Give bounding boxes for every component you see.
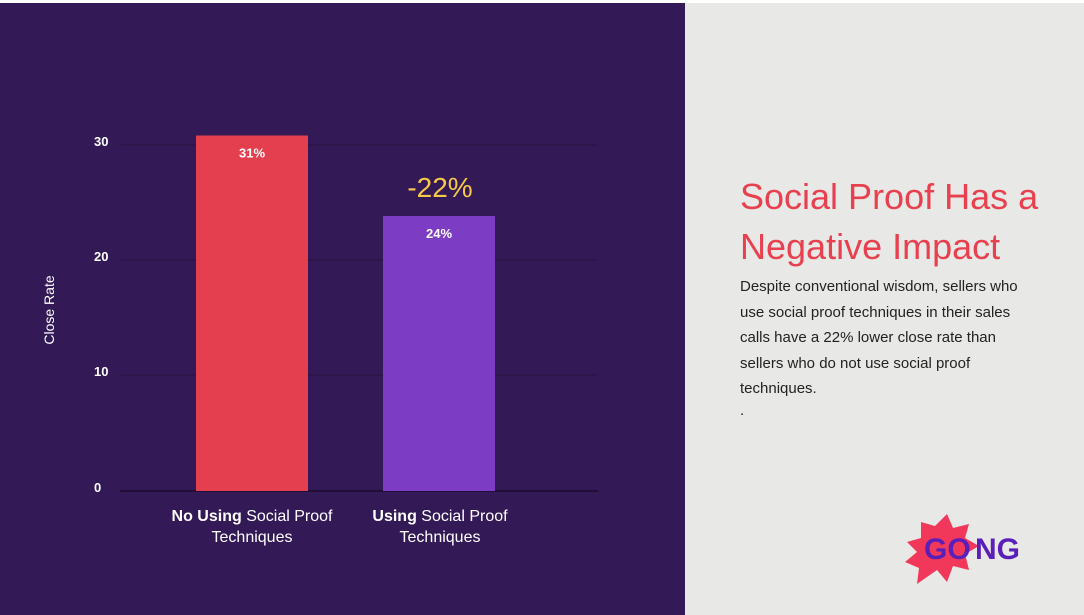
y-ticks: 0 10 20 30 (94, 134, 108, 495)
text-panel (685, 3, 1084, 615)
category-bold: Using (372, 508, 417, 525)
category-bold: No Using (171, 508, 242, 525)
y-tick-label: 10 (94, 364, 108, 379)
logo-text-ng: NG (975, 533, 1020, 566)
category-line2: Techniques (211, 529, 293, 546)
category-rest: Social Proof (416, 508, 508, 525)
logo-text-go: GO (924, 533, 971, 566)
chart-panel (0, 3, 685, 615)
top-strip (0, 0, 1084, 3)
slide-body: Despite conventional wisdom, sellers who… (740, 278, 1018, 397)
category-rest: Social Proof (241, 508, 333, 525)
bar-labels: 31% 24% (239, 146, 452, 242)
grid (120, 144, 598, 492)
bar (383, 216, 495, 491)
y-axis-label: Close Rate (41, 275, 57, 344)
bars (196, 135, 495, 491)
bar-chart: 0 10 20 30 31% 24% Close Rate -22% (41, 134, 598, 495)
y-tick-label: 30 (94, 134, 108, 149)
y-tick-label: 20 (94, 249, 108, 264)
x-category-label: No Using Social Proof Techniques (160, 506, 344, 548)
data-label: 31% (239, 146, 265, 161)
trailing-dot: . (740, 402, 745, 419)
bar (196, 135, 308, 491)
gong-logo: GO NG (905, 514, 1020, 584)
x-category-label: Using Social Proof Techniques (350, 506, 530, 548)
category-line2: Techniques (399, 529, 481, 546)
y-tick-label: 0 (94, 480, 101, 495)
logo-burst (905, 514, 979, 584)
slide-title: Social Proof Has a Negative Impact (740, 176, 1039, 267)
data-label: 24% (426, 226, 452, 241)
difference-callout: -22% (407, 172, 472, 203)
